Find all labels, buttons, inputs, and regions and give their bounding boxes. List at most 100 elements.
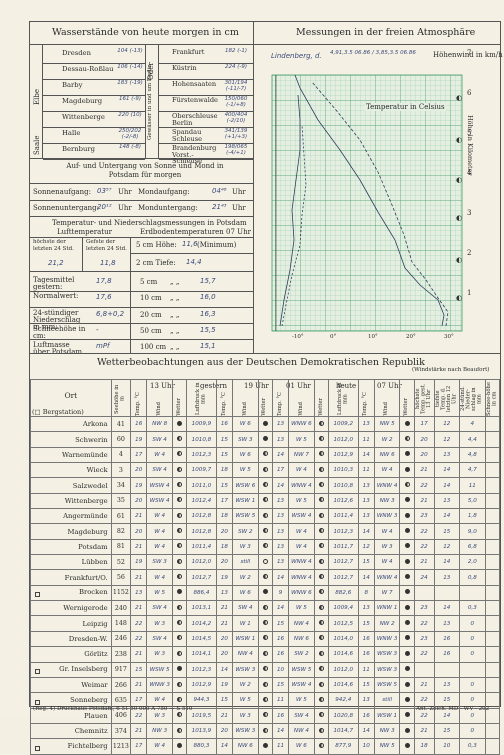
- obs-value-cell: W 4: [146, 569, 173, 586]
- obs-value-cell: 13: [357, 415, 375, 433]
- overcast-icon: [404, 512, 410, 518]
- obs-weather-cell: [171, 692, 188, 709]
- obs-value-cell: W 6: [288, 738, 315, 755]
- water-station-value: 198/065 (-4/+1): [224, 144, 248, 156]
- airmass-label: Luftmasse über Potsdam: [33, 341, 82, 356]
- obs-station-label: Fichtelberg: [67, 741, 108, 750]
- bergstation-icon: [35, 699, 40, 705]
- obs-value-cell: 19: [130, 477, 148, 494]
- obs-value-cell: 1012,4: [186, 492, 217, 510]
- obs-station-name: Weimar: [30, 676, 112, 694]
- obs-value-cell: WSW 3: [373, 646, 401, 663]
- obs-value-cell: 13: [357, 692, 375, 709]
- obs-value-cell: 18: [215, 538, 234, 556]
- obs-value-cell: 34: [110, 477, 132, 494]
- obs-value-cell: 10: [271, 661, 290, 678]
- obs-value-cell: 1013,1: [186, 600, 217, 617]
- obs-station-name: Schwerin: [30, 431, 112, 448]
- obs-value-cell: 2,0: [459, 554, 486, 571]
- cloudy-icon: [262, 528, 268, 534]
- overcast-icon: [404, 727, 410, 733]
- obs-column-label: Luftdruck in mm: [194, 382, 207, 416]
- y-tick: 2: [467, 249, 472, 257]
- obs-row: Magdeburg 82 20 W 4 1012,8 20 SW 2 13 W 4 1012,3 1…: [30, 523, 501, 540]
- obs-value-cell: WSW 1: [373, 707, 401, 724]
- obs-value-cell: 15: [433, 722, 461, 740]
- obs-value-cell: 13: [357, 492, 375, 510]
- obs-value-cell: 20: [413, 446, 435, 464]
- obs-value-cell: 1009,4: [327, 600, 359, 617]
- max-temp-label: höchste der letzten 24 Std.: [33, 239, 74, 252]
- obs-value-cell: 52: [110, 554, 132, 571]
- obs-value-cell: W 6: [232, 584, 259, 602]
- obs-value-cell: WSW 1: [232, 630, 259, 648]
- precip-depth-value: 16,3: [200, 309, 216, 318]
- obs-value-cell: still: [232, 554, 259, 571]
- cloudy-icon: [177, 512, 183, 518]
- obs-weather-cell: [257, 523, 273, 540]
- obs-value-cell: 14: [357, 569, 375, 586]
- obs-value-cell: 16: [433, 646, 461, 663]
- obs-weather-cell: [257, 415, 273, 433]
- obs-weather-cell: [313, 707, 329, 724]
- overcast-icon: [262, 742, 268, 748]
- obs-weather-cell: [171, 722, 188, 740]
- overcast-icon: [404, 620, 410, 626]
- obs-value-cell: 56: [110, 569, 132, 586]
- cloudy-icon: [177, 696, 183, 702]
- obs-value-cell: 82: [110, 523, 132, 540]
- obs-weather-cell: [257, 646, 273, 663]
- overcast-icon: [177, 589, 183, 595]
- obs-column-label: Luftdruck in mm: [336, 382, 349, 416]
- obs-weather-cell: [399, 492, 415, 510]
- water-station-value: 148 (-8): [118, 144, 142, 150]
- obs-weather-cell: [399, 415, 415, 433]
- cloudy-icon: [262, 497, 268, 503]
- wind-direction-mark: ◐: [456, 176, 462, 184]
- cloudy-icon: [318, 482, 324, 488]
- obs-weather-cell: [257, 630, 273, 648]
- obs-station-label: Brocken: [78, 588, 108, 597]
- obs-value-cell: [484, 646, 501, 663]
- obs-weather-cell: [171, 523, 188, 540]
- obs-value-cell: 1011,4: [327, 508, 359, 525]
- obs-value-cell: 20: [215, 630, 234, 648]
- overcast-icon: [404, 650, 410, 656]
- obs-column-header: Temp. °C: [215, 379, 234, 417]
- water-station-name: Bernburg: [62, 145, 95, 153]
- cloudy-icon: [177, 482, 183, 488]
- mean-depth-label: 5 cm: [140, 278, 158, 286]
- obs-value-cell: 61: [110, 508, 132, 525]
- footer-left: (Reg. 4) Druckhaus Potsdam, 6 51 50 000 …: [33, 706, 193, 712]
- obs-value-cell: [484, 676, 501, 694]
- obs-column-header: Wind: [288, 379, 315, 417]
- obs-value-cell: 12: [433, 415, 461, 433]
- obs-station-name: Angermünde: [30, 508, 112, 525]
- obs-value-cell: 14: [271, 722, 290, 740]
- obs-value-cell: 21: [130, 569, 148, 586]
- soil-temp-label: Erdbodentemperaturen 07 Uhr: [140, 228, 251, 236]
- obs-value-cell: 4,7: [459, 462, 486, 479]
- obs-station-name: Arkona: [30, 415, 112, 433]
- snow-uhr-dots: „ „: [170, 326, 180, 335]
- obs-value-cell: SW 2: [232, 523, 259, 540]
- obs-value-cell: 0: [459, 630, 486, 648]
- obs-value-cell: SW 4: [146, 630, 173, 648]
- x-tick: 20°: [406, 334, 416, 340]
- obs-weather-cell: [171, 415, 188, 433]
- obs-weather-cell: [171, 462, 188, 479]
- obs-value-cell: 20: [215, 523, 234, 540]
- cloudy-icon: [177, 620, 183, 626]
- obs-weather-cell: [313, 569, 329, 586]
- obs-value-cell: 11: [271, 692, 290, 709]
- obs-value-cell: 1009,9: [186, 415, 217, 433]
- obs-value-cell: 0: [459, 615, 486, 632]
- obs-value-cell: 19: [130, 554, 148, 571]
- overcast-icon: [404, 666, 410, 672]
- obs-value-cell: 1013,9: [186, 722, 217, 740]
- obs-value-cell: W 5: [288, 431, 315, 448]
- obs-value-cell: NW 4: [288, 722, 315, 740]
- obs-value-cell: 13: [271, 492, 290, 510]
- cloudy-icon: [262, 635, 268, 641]
- normal-value: 17,6: [96, 293, 112, 302]
